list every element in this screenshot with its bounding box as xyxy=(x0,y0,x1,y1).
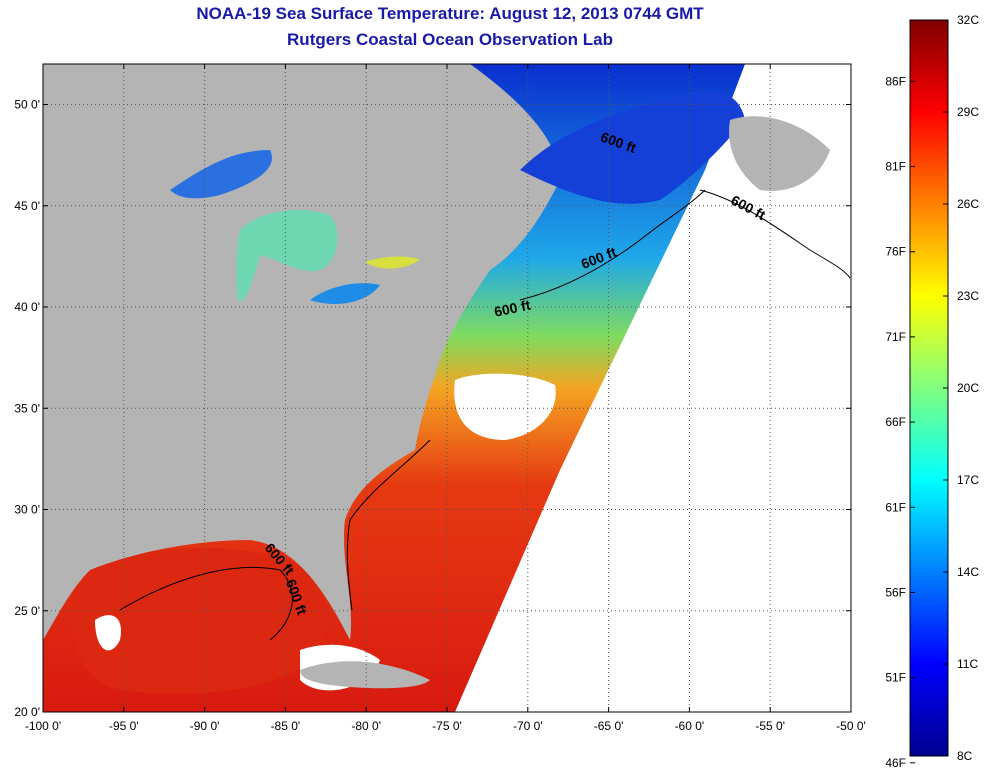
colorbar-celsius-label: 8C xyxy=(957,749,973,763)
colorbar-celsius-label: 29C xyxy=(957,105,979,119)
colorbar-fahrenheit-label: 51F xyxy=(885,671,906,685)
contour-line xyxy=(519,189,706,301)
gulf-of-mexico xyxy=(70,548,328,694)
colorbar-celsius-label: 20C xyxy=(957,381,979,395)
colorbar-celsius-label: 14C xyxy=(957,565,979,579)
colorbar-fahrenheit-label: 86F xyxy=(885,74,906,88)
latitude-axis: 50 0' 45 0' 40 0' 35 0' 30 0' 25 0' 20 0' xyxy=(14,98,851,719)
lon-tick-label: -70 0' xyxy=(513,719,543,733)
lake-michigan-huron xyxy=(236,210,338,301)
colorbar-fahrenheit-label: 66F xyxy=(885,415,906,429)
contour-line xyxy=(119,566,293,641)
newfoundland xyxy=(729,116,830,191)
map-title: NOAA-19 Sea Surface Temperature: August … xyxy=(196,4,704,23)
lake-erie xyxy=(310,283,380,305)
lon-tick-label: -100 0' xyxy=(25,719,61,733)
contour-line xyxy=(699,189,851,279)
cuba xyxy=(300,661,430,689)
colorbar-celsius-label: 11C xyxy=(957,657,978,671)
cloud-patch xyxy=(454,373,556,440)
colorbar-fahrenheit-label: 56F xyxy=(885,585,906,599)
colorbar-fahrenheit-label: 46F xyxy=(885,756,906,770)
lon-tick-label: -85 0' xyxy=(271,719,301,733)
lon-tick-label: -60 0' xyxy=(675,719,705,733)
colorbar xyxy=(909,19,949,757)
lon-tick-label: -65 0' xyxy=(594,719,624,733)
graticule xyxy=(43,64,851,712)
colorbar-celsius-label: 23C xyxy=(957,289,979,303)
lon-tick-label: -55 0' xyxy=(755,719,785,733)
gulf-of-st-lawrence xyxy=(520,91,745,204)
colorbar-fahrenheit-labels: 86F 81F 76F 71F 66F 61F 56F 51F 46F xyxy=(885,74,915,770)
contour-label: 600 ft xyxy=(493,296,532,319)
map-subtitle: Rutgers Coastal Ocean Observation Lab xyxy=(287,30,613,49)
lat-tick-label: 45 0' xyxy=(14,199,40,213)
colorbar-celsius-label: 17C xyxy=(957,473,979,487)
lake-superior xyxy=(170,150,272,199)
lat-tick-label: 40 0' xyxy=(14,300,40,314)
lat-tick-label: 25 0' xyxy=(14,604,40,618)
land-mass xyxy=(43,64,560,640)
lon-tick-label: -90 0' xyxy=(190,719,220,733)
colorbar-celsius-label: 32C xyxy=(957,13,979,27)
longitude-axis: -100 0' -95 0' -90 0' -85 0' -80 0' -75 0' -70… xyxy=(25,64,866,733)
lon-tick-label: -50 0' xyxy=(836,719,866,733)
colorbar-fahrenheit-label: 61F xyxy=(885,500,906,514)
colorbar-fahrenheit-label: 71F xyxy=(885,330,906,344)
colorbar-fahrenheit-label: 81F xyxy=(885,160,906,174)
lake-ontario xyxy=(365,256,420,269)
lat-tick-label: 20 0' xyxy=(14,705,40,719)
colorbar-celsius-label: 26C xyxy=(957,197,979,211)
lon-tick-label: -75 0' xyxy=(432,719,462,733)
lon-tick-label: -80 0' xyxy=(351,719,381,733)
colorbar-fahrenheit-label: 76F xyxy=(885,245,906,259)
lat-tick-label: 35 0' xyxy=(14,401,40,415)
colorbar-celsius-labels: 32C 29C 26C 23C 20C 17C 14C 11C 8C xyxy=(943,13,979,763)
lon-tick-label: -95 0' xyxy=(109,719,139,733)
contour-line xyxy=(346,439,431,611)
lat-tick-label: 50 0' xyxy=(14,98,40,112)
lat-tick-label: 30 0' xyxy=(14,503,40,517)
cloud-patch xyxy=(95,615,121,651)
